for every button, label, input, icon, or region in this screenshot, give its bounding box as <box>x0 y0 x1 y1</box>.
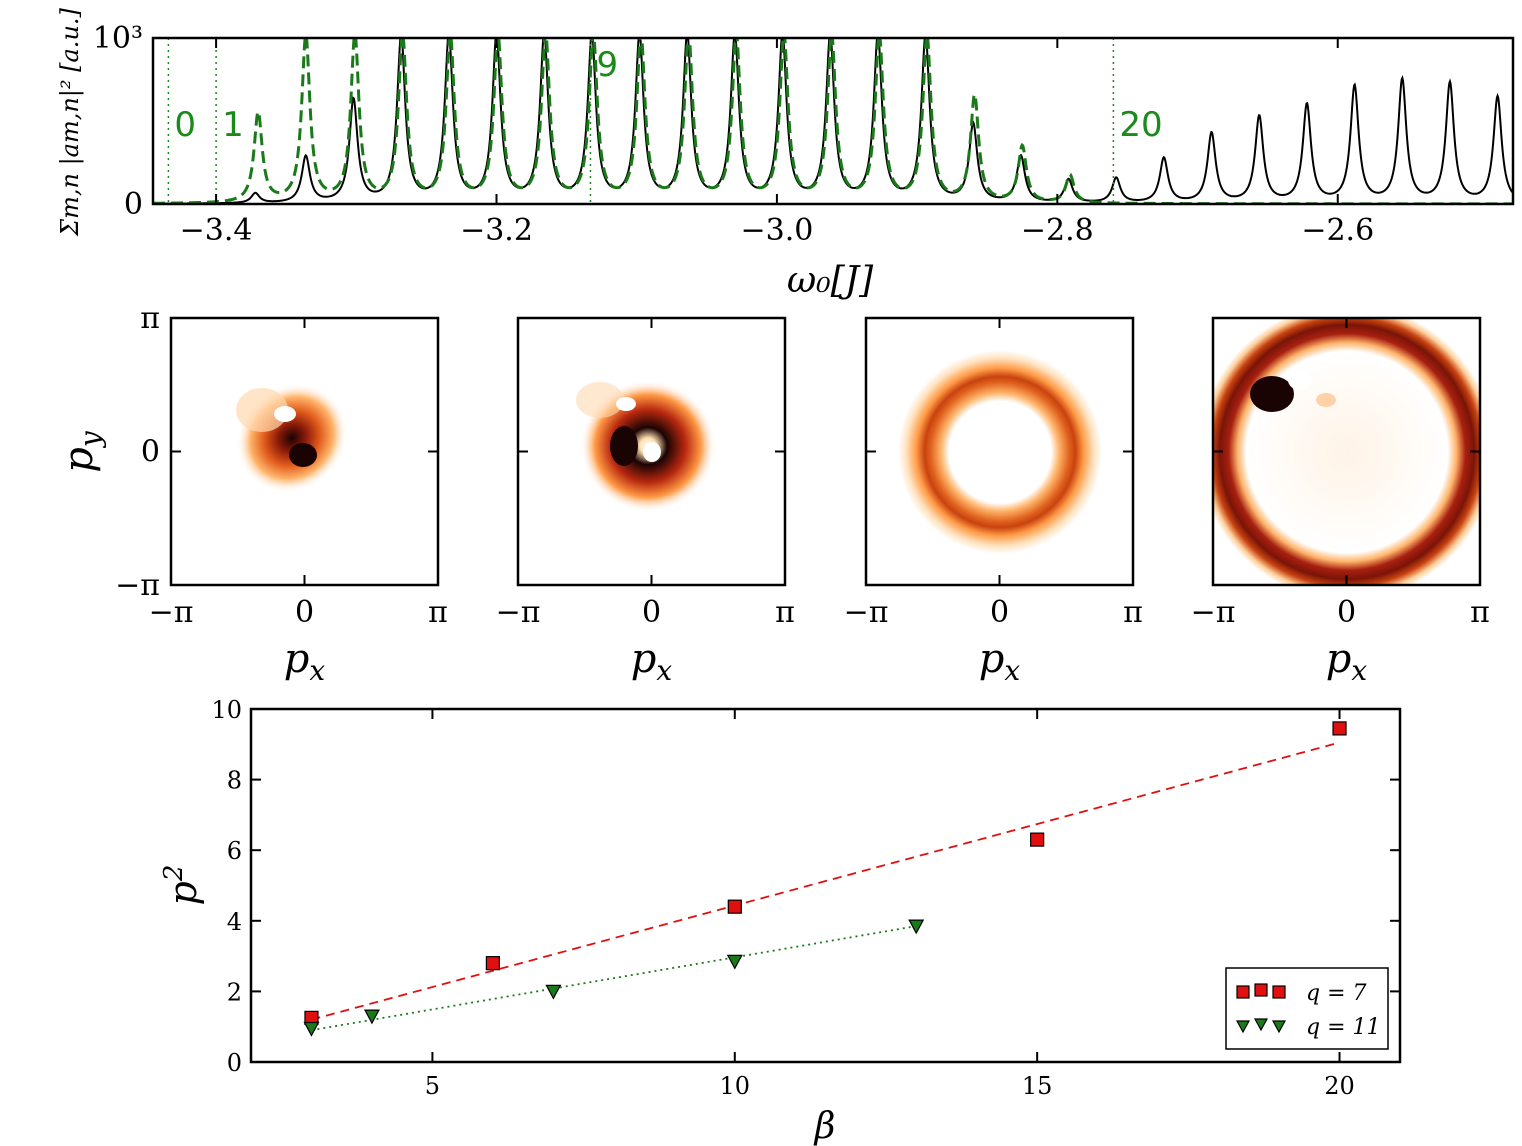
spectrum-annotations: 0 1 9 20 <box>167 38 1163 204</box>
x-tick-label: −3.0 <box>740 213 813 248</box>
annotation-label: 20 <box>1119 105 1162 145</box>
heatmap-y-label: py <box>56 430 107 473</box>
fit-line <box>311 925 917 1032</box>
scatter-x-label: β <box>813 1106 836 1146</box>
legend-label: q = 7 <box>1306 981 1367 1006</box>
scatter-y-label: p2 <box>159 865 205 906</box>
data-point-q11 <box>303 1021 320 1037</box>
scatter-panel: 5 10 15 20 0 2 4 6 8 10 β p2 q = 7 q = 11 <box>159 696 1402 1146</box>
scatter-plot-area <box>303 721 1347 1037</box>
px-tick-label: −π <box>1191 595 1236 630</box>
px-axis-label: px <box>1326 636 1368 687</box>
annotation-label: 0 <box>174 105 196 145</box>
legend-marker-q7 <box>1254 983 1268 997</box>
scatter-legend: q = 7 q = 11 <box>1225 967 1389 1050</box>
heatmap-ticks: −π 0 π px −π 0 π px −π 0 π px −π 0 π px π 0 −π <box>115 301 1490 687</box>
heatmap-panel-4 <box>1211 316 1482 587</box>
px-tick-label: 0 <box>990 595 1009 630</box>
heatmap-panel-2 <box>516 316 787 587</box>
px-axis-label: px <box>979 636 1021 687</box>
heatmap-3-image <box>866 318 1133 585</box>
px-tick-label: −π <box>844 595 889 630</box>
heatmap-1-image <box>171 318 438 585</box>
legend-marker-q7 <box>1272 985 1286 999</box>
y-tick-label: 4 <box>227 908 242 936</box>
heatmap-panel-3 <box>864 316 1135 587</box>
data-point-q11 <box>908 919 925 935</box>
py-tick-label: 0 <box>141 435 160 470</box>
x-tick-label: −3.4 <box>180 213 253 248</box>
spectrum-x-label: ω₀[J] <box>787 260 874 301</box>
fit-line <box>311 741 1340 1021</box>
legend-frame <box>1225 967 1389 1050</box>
y-tick-label: 8 <box>227 767 242 795</box>
data-point-q7 <box>1332 721 1347 736</box>
x-tick-label: 5 <box>425 1072 440 1100</box>
scatter-y-ticks: 0 2 4 6 8 10 <box>211 696 1400 1077</box>
y-tick-label: 2 <box>227 978 242 1006</box>
annotation-label: 9 <box>596 45 618 85</box>
spectrum-y-ticks: 0 10³ <box>93 21 163 222</box>
legend-items: q = 7 q = 11 <box>1235 981 1381 1040</box>
px-tick-label: π <box>1123 595 1143 630</box>
annotation-label: 1 <box>222 105 244 145</box>
legend-marker-q11 <box>1271 1020 1287 1034</box>
spectrum-frame <box>151 36 1515 206</box>
px-tick-label: π <box>428 595 448 630</box>
x-tick-label: 15 <box>1022 1072 1053 1100</box>
legend-marker-q11 <box>1235 1020 1251 1034</box>
data-point-q7 <box>485 956 500 971</box>
x-tick-label: −3.2 <box>460 213 533 248</box>
py-tick-label: −π <box>115 568 160 603</box>
x-tick-label: 10 <box>720 1072 751 1100</box>
y-tick-label: 0 <box>124 187 143 222</box>
legend-label: q = 11 <box>1306 1015 1381 1040</box>
x-tick-label: −2.8 <box>1021 213 1094 248</box>
x-tick-label: 20 <box>1324 1072 1355 1100</box>
x-tick-label: −2.6 <box>1301 213 1374 248</box>
spectrum-x-ticks: −3.4 −3.2 −3.0 −2.8 −2.6 <box>180 38 1374 248</box>
px-tick-label: π <box>775 595 795 630</box>
px-tick-label: 0 <box>1337 595 1356 630</box>
data-point-q7 <box>1030 832 1045 847</box>
px-tick-label: 0 <box>642 595 661 630</box>
heatmap-row: −π 0 π px −π 0 π px −π 0 π px −π 0 π px π 0 −π py <box>56 301 1490 687</box>
y-tick-label: 6 <box>227 837 242 865</box>
heatmap-panel-1 <box>169 316 440 587</box>
y-tick-label: 10 <box>211 696 242 724</box>
y-tick-label: 10³ <box>93 21 143 56</box>
heatmap-4-image <box>1213 318 1480 585</box>
px-tick-label: π <box>1470 595 1490 630</box>
px-axis-label: px <box>284 636 326 687</box>
legend-marker-q7 <box>1236 985 1250 999</box>
spectrum-plot-area <box>153 38 1513 204</box>
data-point-q11 <box>363 1009 380 1025</box>
scatter-frame <box>249 707 1402 1064</box>
data-point-q7 <box>727 899 742 914</box>
legend-marker-q11 <box>1253 1018 1269 1032</box>
px-tick-label: 0 <box>295 595 314 630</box>
px-tick-label: −π <box>496 595 541 630</box>
scatter-x-ticks: 5 10 15 20 <box>425 709 1355 1100</box>
px-axis-label: px <box>631 636 673 687</box>
px-tick-label: −π <box>149 595 194 630</box>
heatmap-2-image <box>518 318 785 585</box>
y-tick-label: 0 <box>227 1049 242 1077</box>
spectrum-y-label: Σm,n |am,n|² [a.u.] <box>56 7 85 236</box>
data-point-q11 <box>726 954 743 970</box>
data-point-q11 <box>545 984 562 1000</box>
py-tick-label: π <box>140 301 160 336</box>
